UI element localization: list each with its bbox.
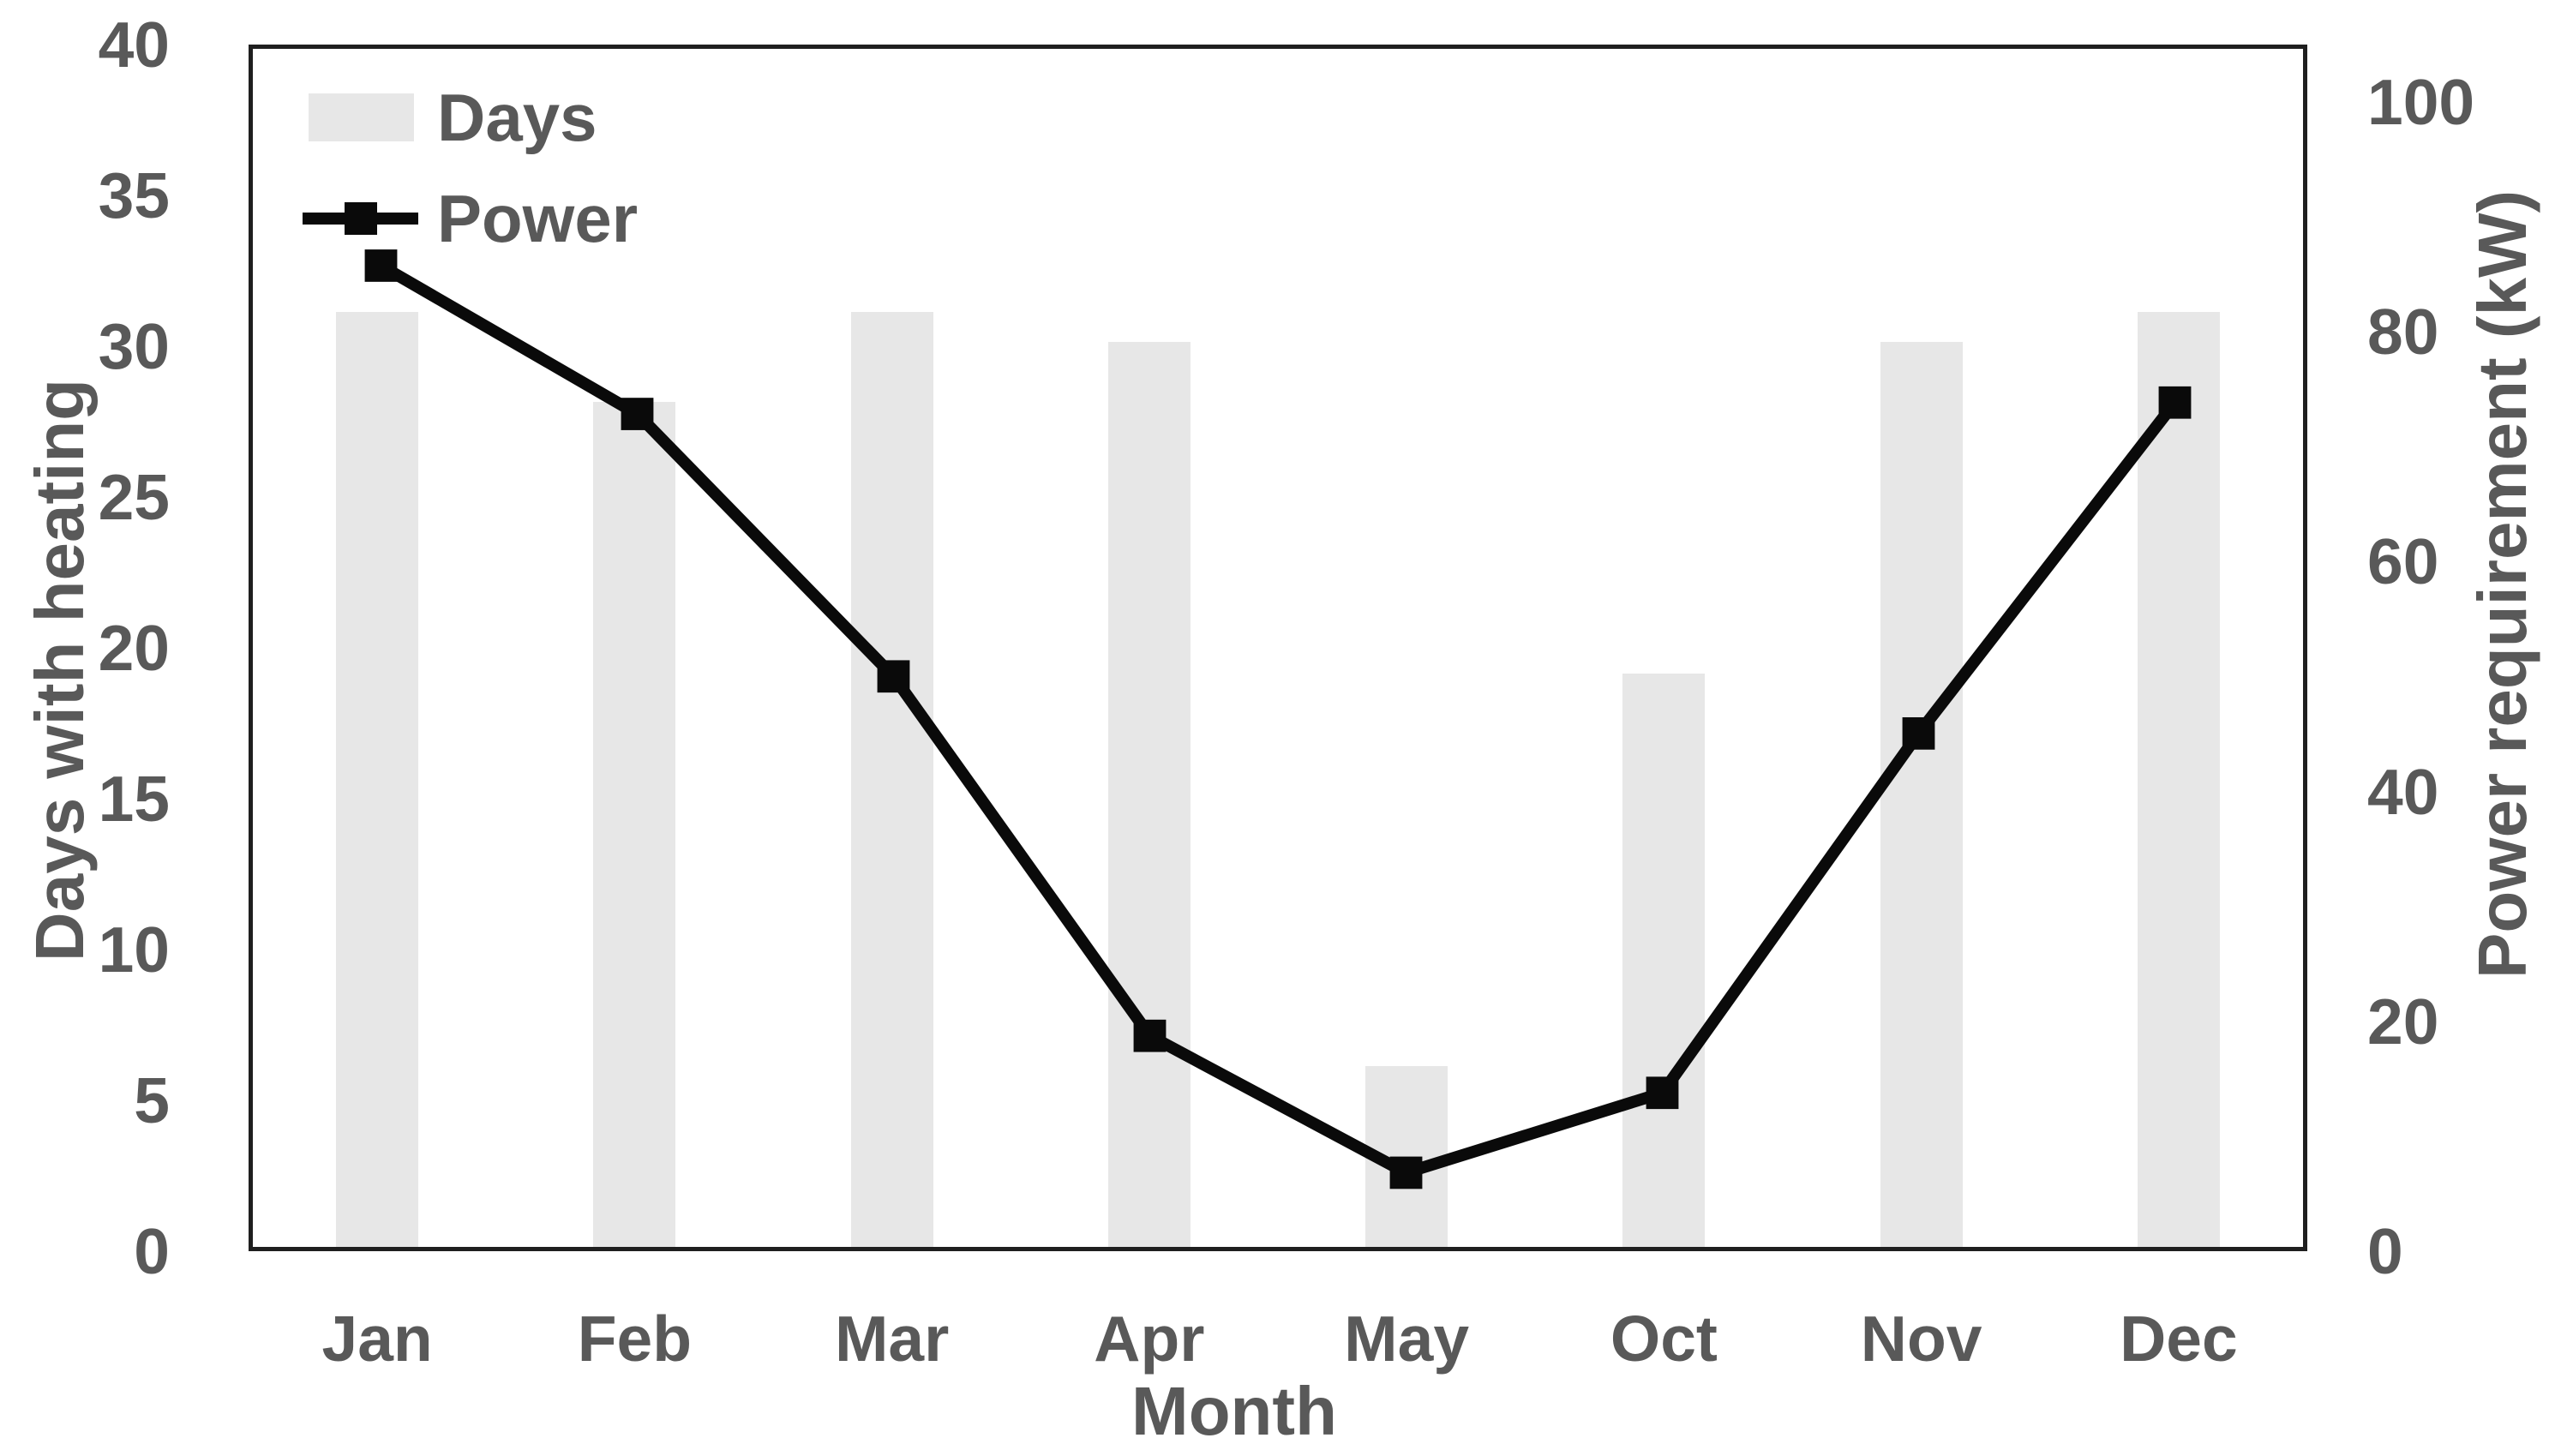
right-axis-tick-label: 100: [2367, 66, 2475, 139]
right-axis-title: Power requirement (kW): [2464, 189, 2540, 979]
left-axis-tick-label: 20: [98, 612, 170, 684]
x-axis-tick-label: May: [1344, 1303, 1470, 1375]
right-axis-tick-label: 20: [2367, 985, 2439, 1058]
line-marker-mar: [877, 660, 910, 693]
left-axis-tick-label: 5: [134, 1064, 170, 1136]
legend-label-power: Power: [437, 181, 639, 256]
line-marker-jan: [364, 249, 398, 282]
line-marker-feb: [621, 398, 654, 430]
x-axis-tick-label: Oct: [1610, 1303, 1718, 1375]
left-axis-tick-label: 15: [98, 763, 170, 835]
x-axis-tick-label: Mar: [834, 1303, 950, 1375]
right-axis-tick-label: 60: [2367, 525, 2439, 598]
bar-jan: [336, 311, 419, 1247]
left-axis-tick-label: 35: [98, 159, 170, 231]
x-axis-tick-label: Dec: [2120, 1303, 2238, 1375]
bar-nov: [1880, 342, 1963, 1247]
legend-item-days: Days: [300, 66, 814, 169]
x-axis-title: Month: [1131, 1373, 1337, 1449]
right-axis-tick-label: 0: [2367, 1215, 2403, 1287]
x-axis-tick-label: Nov: [1860, 1303, 1982, 1375]
right-axis-tick-label: 80: [2367, 296, 2439, 368]
legend: Days Power: [300, 66, 814, 289]
bar-feb: [593, 402, 676, 1247]
power-line-series: [364, 249, 2192, 1189]
power-line: [377, 260, 2180, 1179]
left-axis-tick-label: 0: [134, 1215, 170, 1287]
left-axis-tick-label: 25: [98, 461, 170, 533]
line-marker-nov: [1902, 716, 1935, 750]
x-axis-tick-label: Apr: [1094, 1303, 1205, 1375]
right-axis-tick-label: 40: [2367, 755, 2439, 828]
bar-dec: [2137, 311, 2220, 1247]
line-marker-may: [1389, 1156, 1423, 1189]
days-swatch-icon: [309, 93, 414, 141]
plot-area: Days Power: [249, 45, 2307, 1251]
bar-mar: [850, 311, 933, 1247]
left-axis-tick-label: 30: [98, 310, 170, 382]
line-marker-oct: [1646, 1076, 1679, 1110]
legend-item-power: Power: [300, 167, 814, 270]
legend-label-days: Days: [437, 80, 597, 155]
x-axis-tick-label: Jan: [321, 1303, 433, 1375]
line-marker-apr: [1133, 1019, 1167, 1052]
power-marker-icon: [345, 202, 377, 235]
left-axis-tick-label: 40: [98, 9, 170, 81]
left-axis-tick-label: 10: [98, 914, 170, 986]
bar-oct: [1622, 674, 1706, 1247]
line-marker-dec: [2158, 386, 2192, 419]
bar-apr: [1107, 342, 1191, 1247]
x-axis-tick-label: Feb: [577, 1303, 693, 1375]
